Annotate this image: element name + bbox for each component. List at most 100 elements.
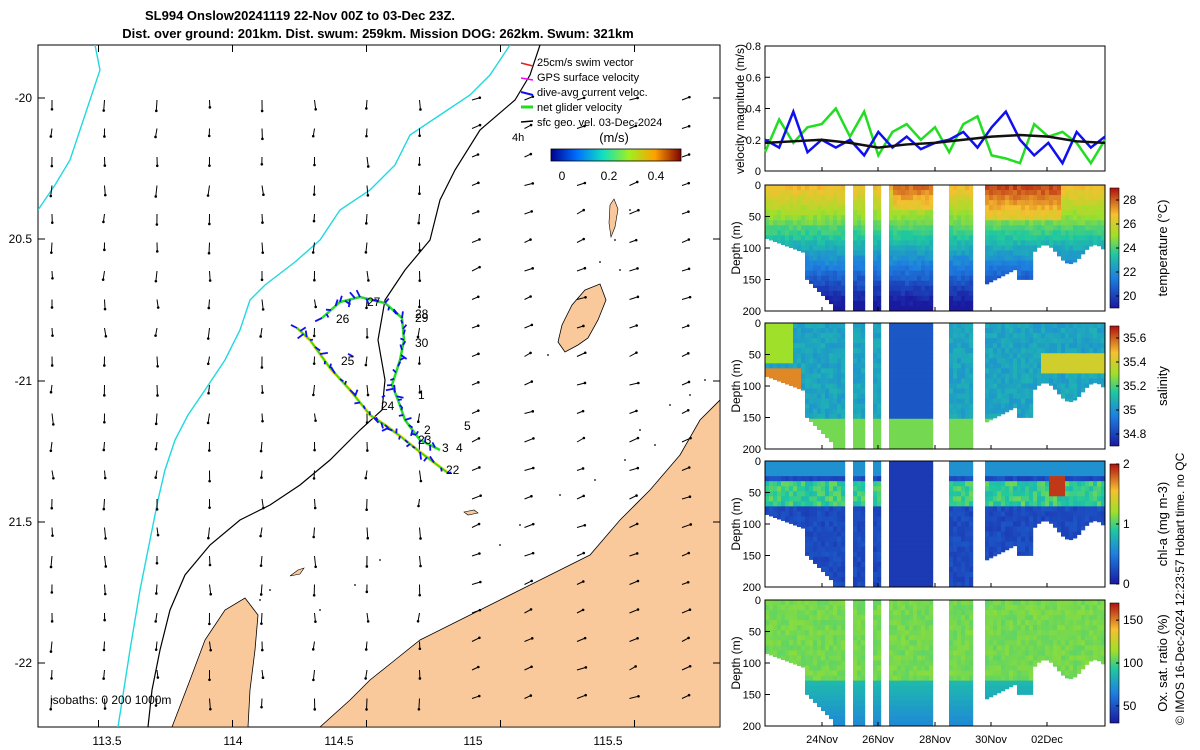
- heatmap-cell: [1017, 393, 1022, 399]
- heatmap-cell: [813, 466, 818, 472]
- heatmap-cell: [1001, 220, 1006, 226]
- heatmap-cell: [949, 323, 954, 329]
- heatmap-cell: [873, 581, 878, 588]
- heatmap-cell: [773, 200, 778, 206]
- heatmap-cell: [1061, 235, 1066, 241]
- heatmap-cell: [989, 260, 994, 267]
- heatmap-cell: [961, 496, 966, 502]
- heatmap-cell: [917, 408, 922, 415]
- heatmap-cell: [1073, 245, 1078, 251]
- heatmap-cell: [1053, 511, 1058, 517]
- heatmap-cell: [837, 323, 842, 329]
- heatmap-cell: [1093, 215, 1098, 221]
- heatmap-cell: [813, 393, 818, 399]
- heatmap-cell: [813, 260, 818, 267]
- heatmap-cell: [825, 541, 830, 548]
- heatmap-cell: [893, 353, 898, 359]
- vector-arrow: [50, 498, 54, 510]
- heatmap-cell: [921, 496, 926, 502]
- vector-arrow: [207, 384, 210, 395]
- heatmap-cell: [785, 235, 790, 241]
- heatmap-cell: [1097, 383, 1102, 385]
- heatmap-cell: [1097, 471, 1102, 477]
- heatmap-cell: [1073, 516, 1078, 522]
- vector-arrow: [681, 238, 691, 243]
- heatmap-cell: [873, 566, 878, 573]
- heatmap-cell: [877, 290, 882, 297]
- heatmap-cell: [893, 581, 898, 588]
- vector-arrow: [209, 584, 213, 596]
- heatmap-cell: [833, 625, 838, 631]
- heatmap-cell: [953, 471, 958, 477]
- heatmap-cell: [841, 225, 846, 231]
- heatmap-cell: [853, 240, 858, 246]
- heatmap-cell: [789, 471, 794, 477]
- heatmap-cell: [1053, 501, 1058, 507]
- heatmap-cell: [917, 501, 922, 507]
- heatmap-cell: [765, 323, 770, 329]
- heatmap-cell: [1017, 328, 1022, 334]
- heatmap-cell: [1057, 496, 1062, 502]
- velocity-ylabel: velocity magnitude (m/s): [733, 44, 747, 174]
- heatmap-cell: [777, 328, 782, 334]
- heatmap-cell: [825, 205, 830, 211]
- heatmap-cell: [1005, 541, 1010, 548]
- heatmap-cell: [793, 353, 798, 359]
- heatmap-cell: [813, 280, 818, 287]
- heatmap-cell: [1093, 368, 1098, 374]
- heatmap-cell: [1029, 403, 1034, 410]
- heatmap-cell: [833, 506, 838, 512]
- heatmap-cell: [821, 620, 826, 626]
- island-sw: [171, 597, 259, 727]
- heatmap-cell: [809, 205, 814, 211]
- heatmap-cell: [989, 255, 994, 261]
- heatmap-cell: [765, 205, 770, 211]
- heatmap-cell: [985, 265, 990, 272]
- heatmap-cell: [825, 240, 830, 246]
- heatmap-cell: [925, 521, 930, 527]
- heatmap-cell: [901, 476, 906, 482]
- heatmap-cell: [1077, 343, 1082, 349]
- heatmap-cell: [1009, 210, 1014, 216]
- island-ne: [557, 283, 607, 353]
- heatmap-cell: [1025, 403, 1030, 410]
- heatmap-cell: [957, 250, 962, 256]
- heatmap-cell: [825, 285, 830, 292]
- heatmap-cell: [1033, 250, 1038, 252]
- heatmap-cell: [897, 491, 902, 497]
- heatmap-cell: [1033, 466, 1038, 472]
- heatmap-cell: [1073, 338, 1078, 344]
- heatmap-cell: [989, 413, 994, 420]
- heatmap-cell: [857, 506, 862, 512]
- heatmap-cell: [877, 393, 882, 399]
- heatmap-cell: [861, 200, 866, 206]
- heatmap-cell: [1073, 348, 1078, 354]
- heatmap-cell: [1021, 388, 1026, 394]
- heatmap-cell: [1065, 501, 1070, 507]
- heatmap-cell: [817, 491, 822, 497]
- heatmap-cell: [929, 250, 934, 256]
- heatmap-cell: [805, 250, 810, 256]
- heatmap-cell: [1021, 551, 1026, 556]
- heatmap-cell: [917, 511, 922, 517]
- dive-vector: [404, 439, 409, 444]
- heatmap-cell: [797, 496, 802, 502]
- heatmap-cell: [929, 265, 934, 272]
- heatmap-cell: [1049, 240, 1054, 246]
- heatmap-cell: [1065, 373, 1070, 379]
- heatmap-cell: [1061, 348, 1066, 354]
- heatmap-cell: [821, 665, 826, 671]
- vector-arrow: [104, 327, 108, 338]
- heatmap-cell: [905, 353, 910, 359]
- heatmap-cell: [1033, 486, 1038, 492]
- heatmap-cell: [857, 516, 862, 522]
- heatmap-cell: [925, 501, 930, 507]
- heatmap-cell: [961, 466, 966, 472]
- heatmap-cell: [905, 185, 910, 191]
- heatmap-cell: [893, 343, 898, 349]
- heatmap-cell: [921, 300, 926, 307]
- heatmap-cell: [957, 295, 962, 302]
- heatmap-cell: [1089, 190, 1094, 196]
- heatmap-cell: [833, 566, 838, 573]
- heatmap-cell: [1065, 220, 1070, 226]
